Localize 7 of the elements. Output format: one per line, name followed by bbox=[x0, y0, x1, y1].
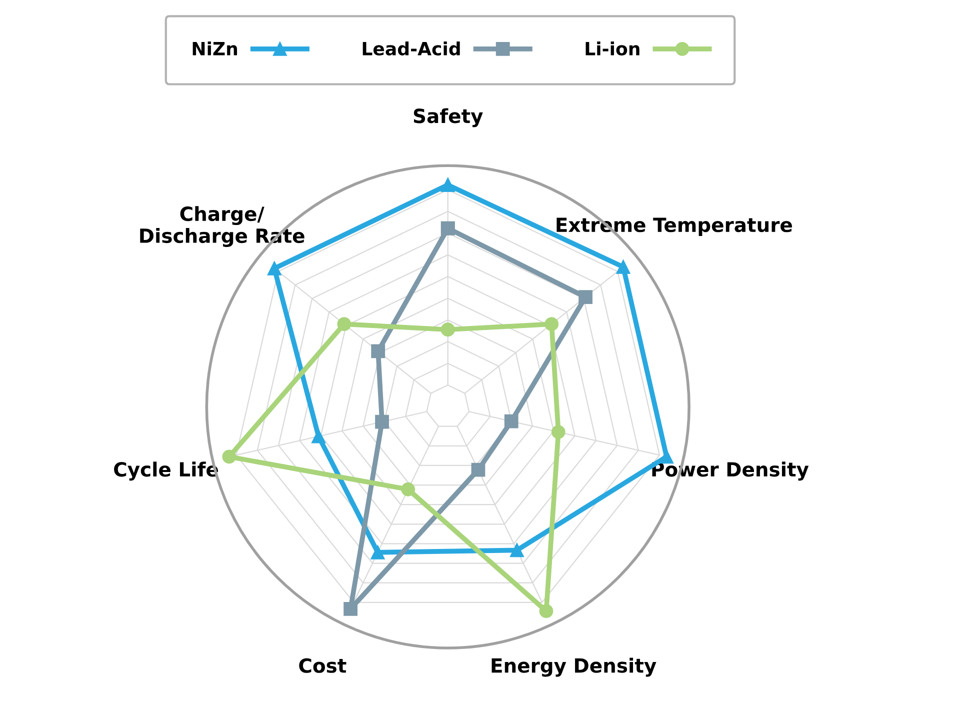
spoke-label: Cost bbox=[299, 658, 346, 673]
legend-label: Li-ion bbox=[586, 42, 640, 56]
legend-label: NiZn bbox=[192, 42, 237, 56]
spoke-label: Energy Density bbox=[492, 658, 656, 677]
spoke-label: Safety bbox=[414, 108, 483, 128]
spoke-label: Extreme Temperature bbox=[556, 218, 792, 236]
legend-label: Lead-Acid bbox=[362, 42, 460, 56]
